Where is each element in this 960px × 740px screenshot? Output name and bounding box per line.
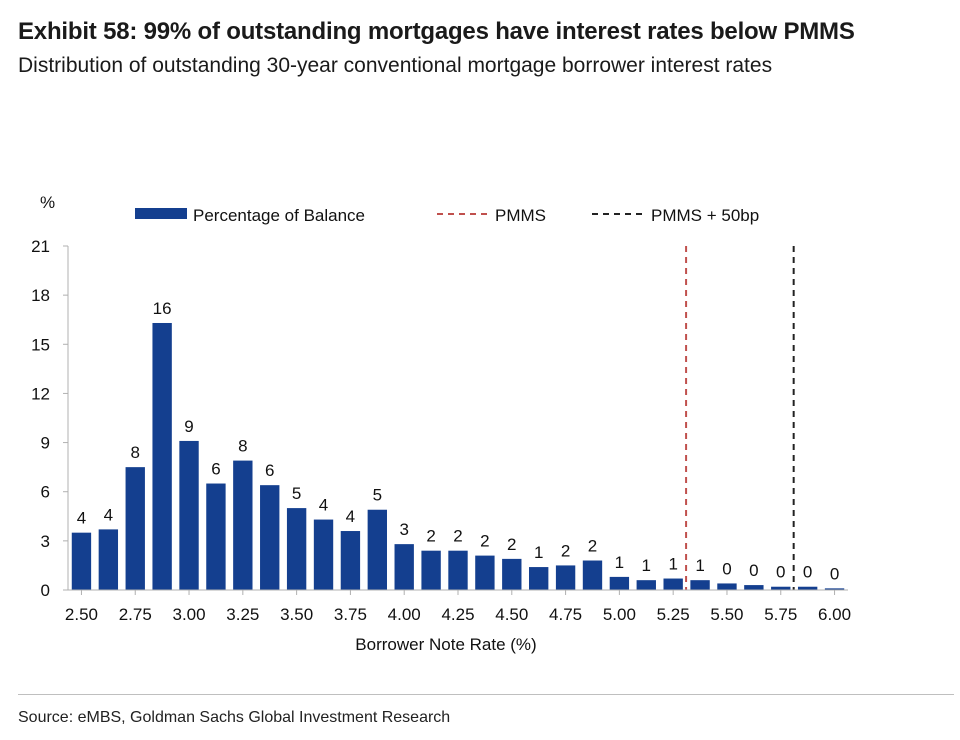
- x-tick-label: 3.75: [334, 605, 367, 624]
- y-axis: 0 3 6 9 12 15 18 21: [31, 237, 69, 600]
- bar-value-label: 8: [131, 443, 140, 462]
- y-tick-label: 3: [41, 532, 50, 551]
- x-tick-label: 3.25: [226, 605, 259, 624]
- bar: [421, 550, 441, 590]
- y-tick-label: 9: [41, 434, 50, 453]
- x-tick-label: 2.75: [119, 605, 152, 624]
- legend: Percentage of Balance PMMS PMMS + 50bp: [135, 206, 759, 225]
- bar: [636, 580, 656, 590]
- bar-value-label: 4: [104, 505, 113, 524]
- x-tick-label: 5.00: [603, 605, 636, 624]
- bar-value-label: 0: [722, 559, 731, 578]
- bar-value-label: 2: [561, 541, 570, 560]
- bar: [286, 508, 307, 590]
- y-tick-label: 21: [31, 237, 50, 256]
- bar: [475, 555, 495, 590]
- legend-label-pmms50: PMMS + 50bp: [651, 206, 759, 225]
- bar: [771, 586, 791, 590]
- bar: [233, 460, 253, 590]
- x-tick-label: 4.75: [549, 605, 582, 624]
- bar-value-label: 0: [803, 563, 812, 582]
- bar: [152, 322, 172, 590]
- source-note: Source: eMBS, Goldman Sachs Global Inves…: [18, 709, 451, 726]
- x-tick-label: 5.75: [764, 605, 797, 624]
- bar-value-label: 0: [749, 561, 758, 580]
- bar: [125, 467, 145, 590]
- bar: [582, 560, 603, 590]
- bar-value-label: 4: [77, 509, 86, 528]
- bar-value-label: 0: [830, 564, 839, 583]
- bar: [744, 585, 764, 590]
- bar-value-label: 8: [238, 437, 247, 456]
- bar-value-label: 2: [480, 532, 489, 551]
- reference-lines: [685, 246, 795, 590]
- bar: [394, 544, 414, 590]
- x-tick-label: 3.00: [172, 605, 205, 624]
- x-tick-label: 4.50: [495, 605, 528, 624]
- bar: [367, 509, 387, 590]
- bar: [555, 565, 576, 590]
- y-tick-label: 15: [31, 335, 50, 354]
- legend-label-pmms: PMMS: [495, 206, 546, 225]
- bar: [609, 576, 630, 590]
- bar-value-label: 2: [588, 537, 597, 556]
- bar-value-label: 6: [211, 460, 220, 479]
- y-tick-label: 0: [41, 581, 50, 600]
- bar: [179, 440, 199, 590]
- chart-title: Exhibit 58: 99% of outstanding mortgages…: [18, 18, 855, 45]
- bar-value-label: 6: [265, 461, 274, 480]
- bar: [529, 567, 549, 590]
- bar: [824, 588, 845, 590]
- bar-value-label: 5: [292, 484, 301, 503]
- bar: [260, 485, 280, 590]
- bar-value-label: 0: [776, 563, 785, 582]
- bar-chart: % Percentage of Balance PMMS PMMS + 50bp…: [31, 193, 851, 654]
- bar-value-label: 2: [426, 527, 435, 546]
- footer-divider: [18, 694, 954, 695]
- bar-value-label: 2: [507, 535, 516, 554]
- bar: [98, 529, 119, 590]
- bar: [663, 578, 683, 590]
- bar: [71, 532, 92, 590]
- bar-value-label: 3: [399, 520, 408, 539]
- x-tick-label: 6.00: [818, 605, 851, 624]
- x-tick-label: 3.50: [280, 605, 313, 624]
- bar-value-label: 1: [668, 555, 677, 574]
- legend-label-balance: Percentage of Balance: [193, 206, 365, 225]
- bars: [71, 322, 845, 590]
- y-axis-label: %: [40, 193, 55, 212]
- x-axis: 2.50 2.75 3.00 3.25 3.50 3.75 4.00 4.25 4.50 4.75…: [65, 589, 851, 624]
- bar: [502, 558, 522, 590]
- bar-value-label: 1: [534, 543, 543, 562]
- bar-value-label: 4: [346, 507, 355, 526]
- bar-value-label: 5: [373, 486, 382, 505]
- bar: [448, 550, 468, 590]
- x-tick-label: 5.50: [710, 605, 743, 624]
- x-axis-label: Borrower Note Rate (%): [355, 635, 536, 654]
- bar: [206, 483, 226, 590]
- x-tick-label: 5.25: [657, 605, 690, 624]
- bar-value-label: 9: [184, 417, 193, 436]
- bar: [340, 531, 361, 590]
- legend-swatch-balance: [135, 208, 187, 219]
- bar: [313, 519, 334, 590]
- chart-subtitle: Distribution of outstanding 30-year conv…: [18, 54, 773, 77]
- y-tick-label: 6: [41, 483, 50, 502]
- bar-value-label: 1: [695, 556, 704, 575]
- bar: [690, 580, 710, 590]
- bar-value-label: 1: [642, 556, 651, 575]
- bar-value-label: 2: [453, 527, 462, 546]
- bar: [797, 586, 818, 590]
- bar-value-label: 16: [153, 299, 172, 318]
- bar-value-label: 1: [615, 553, 624, 572]
- x-tick-label: 4.00: [388, 605, 421, 624]
- y-tick-label: 18: [31, 286, 50, 305]
- bar-value-label: 4: [319, 496, 328, 515]
- y-tick-label: 12: [31, 384, 50, 403]
- x-tick-label: 4.25: [441, 605, 474, 624]
- bar: [717, 583, 737, 590]
- x-tick-label: 2.50: [65, 605, 98, 624]
